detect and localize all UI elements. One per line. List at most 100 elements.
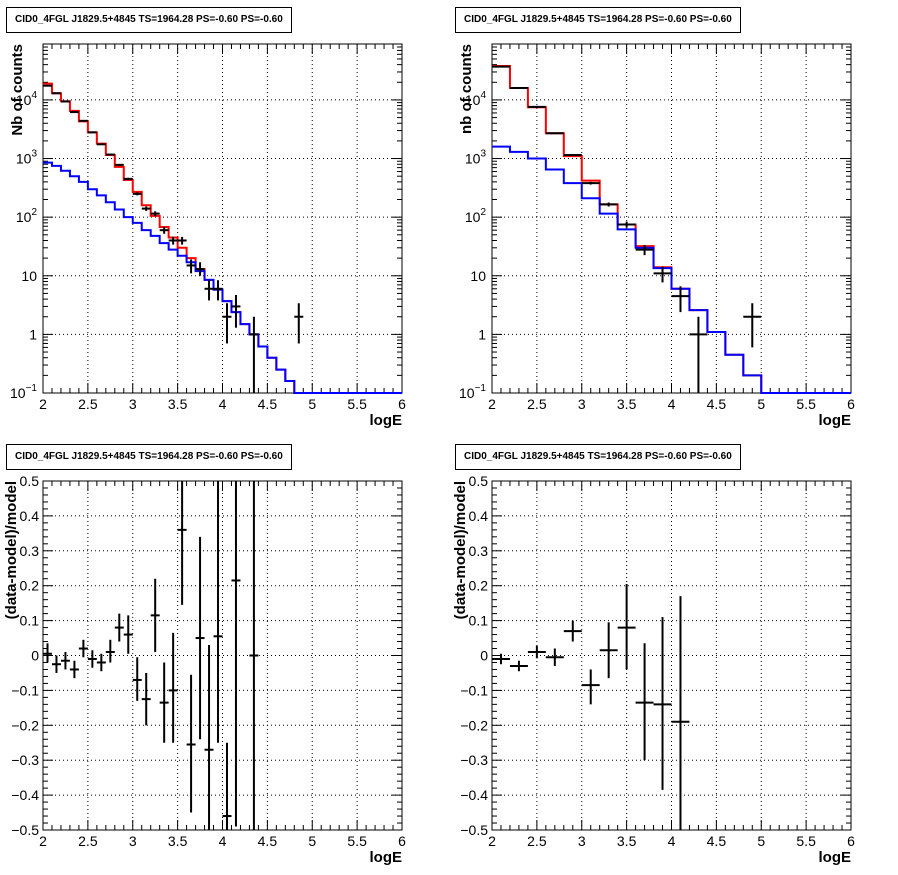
y-tick-label: 102 [16,207,38,225]
y-tick-label: 102 [465,207,487,225]
data-point [150,578,160,653]
grid [492,44,851,393]
y-tick-label: 0.1 [469,613,489,629]
x-tick-label: 2 [39,396,47,412]
y-tick-label: −0.2 [460,717,488,733]
data-points [492,583,690,830]
data-point [635,643,654,761]
y-tick-label: 0 [480,648,488,664]
data-point [527,645,546,659]
x-tick-label: 4 [668,396,676,412]
x-tick-label: 3.5 [617,396,637,412]
x-tick-label: 5 [308,396,316,412]
data-point [581,669,600,705]
data-point [177,236,187,245]
data-point [123,615,133,654]
x-tick-label: 4 [668,833,676,849]
x-tick-label: 5 [308,833,316,849]
data-point [581,181,600,185]
data-point [509,660,528,672]
y-tick-label: 103 [16,149,38,167]
data-point [492,653,510,665]
data-points [492,65,762,393]
data-point [563,153,582,156]
data-point [545,648,564,666]
x-tick-label: 6 [847,396,855,412]
x-tick-label: 5 [757,396,765,412]
x-tick-label: 3 [129,396,137,412]
data-point [617,583,636,670]
x-tick-label: 3 [578,833,586,849]
data-point [213,481,223,743]
data-point [132,657,142,701]
data-point [563,620,582,642]
y-tick-label: −0.3 [460,752,488,768]
data-point [743,303,762,348]
grid [43,44,402,393]
x-tick-label: 3.5 [168,396,188,412]
data-point [222,742,232,830]
y-tick-label: 0 [31,648,39,664]
x-tick-label: 3.5 [617,833,637,849]
x-tick-label: 4.5 [258,833,278,849]
y-axis-label: (data-model)/model [3,481,20,619]
data-point [249,481,259,830]
x-tick-label: 6 [398,833,406,849]
residual-plot-bottom-left: 2 2.5 3 3.5 4 4.5 5 5.5 6logE−0.5−0.4−0.3−0.2−0.… [3,473,406,866]
data-point [132,192,142,196]
y-tick-label: −0.1 [11,682,39,698]
y-tick-label: 10 [470,268,486,284]
x-tick-label: 2 [488,833,496,849]
data-point [599,622,618,679]
pad-top-left: 2 2.5 3 3.5 4 4.5 5 5.5 6 logE 10−1 1 10 102 103 104 Nb … [0,0,449,437]
plot-title: CID0_4FGL J1829.5+4845 TS=1964.28 PS=-0.… [455,444,741,470]
y-tick-label: 0.4 [469,508,489,524]
data-point [150,211,160,217]
data-point [168,632,178,743]
y-tick-label: 1 [29,326,37,342]
data-point [51,92,61,95]
data-point [213,280,223,301]
data-point [527,105,546,108]
data-point [635,244,654,256]
plot-title: CID0_4FGL J1829.5+4845 TS=1964.28 PS=-0.… [6,7,292,33]
plot-title: CID0_4FGL J1829.5+4845 TS=1964.28 PS=-0.… [455,7,741,33]
data-point [671,596,690,830]
y-tick-label: 104 [465,90,487,108]
data-point [653,266,672,283]
data-point [204,280,214,301]
data-point [43,84,52,87]
data-point [689,316,708,393]
y-tick-label: 0.5 [469,473,489,489]
data-point [51,655,61,673]
y-tick-label: −0.5 [11,822,39,838]
y-tick-label: 0.3 [20,543,40,559]
data-point [231,481,241,827]
y-tick-label: 10−1 [10,383,37,401]
pad-top-right: 2 2.5 3 3.5 4 4.5 5 5.5 6 logE 10−1 1 10 102 103 104 nb … [449,0,898,437]
y-tick-label: 0.2 [20,578,40,594]
x-tick-label: 5.5 [347,833,367,849]
x-tick-label: 4 [219,833,227,849]
x-axis-label: logE [819,849,852,866]
data-point [105,639,115,663]
data-point [159,662,169,743]
data-points [43,84,304,393]
y-tick-label: −0.2 [11,717,39,733]
y-tick-label: 103 [465,149,487,167]
data-point [617,221,636,228]
y-tick-label: −0.4 [460,787,488,803]
x-tick-label: 4.5 [707,833,727,849]
data-point [599,202,618,207]
model-histogram-0 [492,64,851,394]
model-histogram-1 [43,161,402,394]
y-tick-label: 0.2 [469,578,489,594]
x-tick-label: 5.5 [796,396,816,412]
data-point [69,660,79,679]
x-tick-label: 5.5 [347,396,367,412]
x-tick-label: 2.5 [78,833,98,849]
